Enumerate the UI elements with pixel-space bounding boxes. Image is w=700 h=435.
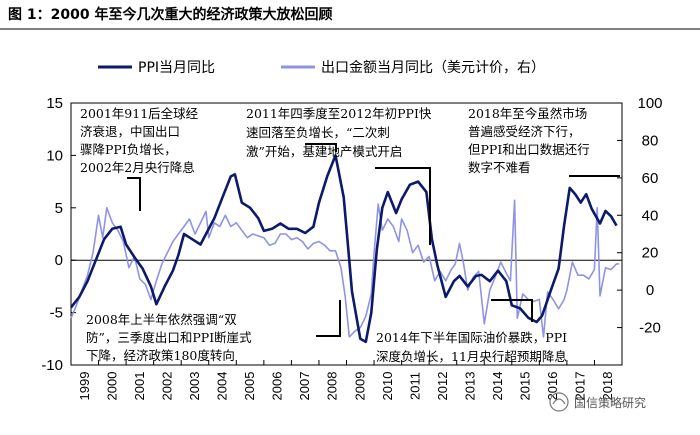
x-tick-label: 2018 [600, 372, 615, 401]
annotation-2011: 2011年四季度至2012年初PPI快 速回落至负增长，“二次刺 激”开始，基建… [246, 106, 435, 159]
annotation-2014: 2014年下半年国际油价暴跌，PPI 深度负增长，11月央行超预期降息 [376, 330, 571, 364]
annotation-2011-line-3: 激”开始，基建地产模式开启 [246, 144, 402, 159]
annotation-2001-line-4: 2002年2月央行降息 [80, 160, 195, 175]
legend-label-export: 出口金额当月同比（美元计价，右） [321, 60, 545, 76]
y-right-tick-label: 60 [642, 170, 659, 187]
x-tick-label: 2012 [435, 372, 450, 401]
y-right-tick-label: 100 [637, 95, 662, 112]
annotation-2001-line-3: 骤降PPI负增长， [80, 142, 177, 157]
annotation-2014-line-1: 2014年下半年国际油价暴跌，PPI [376, 330, 567, 345]
annotation-2008-line-3: 下降，经济政策180度转向 [86, 348, 235, 363]
series-line-ppi [69, 154, 618, 344]
x-tick-label: 2017 [573, 372, 588, 401]
pointer-2001 [127, 177, 141, 211]
annotation-2018: 2018年至今虽然市场 普遍感受经济下行， 但PPI和出口数据还行 数字不难看 [468, 106, 594, 175]
x-tick-label: 2010 [380, 372, 395, 401]
annotation-2018-line-1: 2018年至今虽然市场 [468, 106, 587, 121]
x-tick-label: 2007 [297, 372, 312, 401]
annotation-2011-line-1: 2011年四季度至2012年初PPI快 [246, 106, 432, 121]
chart-title: 图 1：2000 年至今几次重大的经济政策大放松回顾 [8, 6, 332, 23]
pointer-2011a [305, 143, 337, 152]
x-tick-label: 2008 [325, 372, 340, 401]
watermark: 国信策略研究 [549, 392, 646, 412]
annotation-2008-line-1: 2008年上半年依然强调“双 [86, 312, 237, 327]
x-tick-label: 2009 [352, 372, 367, 401]
x-tick-label: 2004 [215, 372, 230, 401]
legend: PPI当月同比 出口金额当月同比（美元计价，右） [98, 60, 545, 76]
annotation-2014-line-2: 深度负增长，11月央行超预期降息 [376, 349, 567, 364]
x-tick-label: 2000 [104, 372, 119, 401]
x-tick-label: 2014 [490, 372, 505, 401]
y-left-tick-label: 10 [46, 147, 63, 164]
x-tick-label: 2003 [187, 372, 202, 401]
y-right-tick-label: -20 [639, 320, 661, 337]
annotation-2018-line-2: 普遍感受经济下行， [468, 124, 581, 139]
watermark-logo-mark-icon [552, 398, 566, 405]
x-tick-label: 2005 [242, 372, 257, 401]
y-axis-left: -10 -5 0 5 10 15 [41, 95, 76, 374]
x-tick-label: 2002 [159, 372, 174, 401]
pointer-2008 [316, 300, 341, 337]
annotation-2008-line-2: 防”，三季度出口和PPI断崖式 [86, 330, 252, 345]
x-tick-label: 2011 [407, 372, 422, 400]
annotation-2011-line-2: 速回落至负增长，“二次刺 [246, 125, 390, 140]
annotation-2001: 2001年911后全球经 济衰退，中国出口 骤降PPI负增长， 2002年2月央… [80, 106, 202, 175]
x-tick-label: 2001 [132, 372, 147, 401]
x-tick-label: 2006 [270, 372, 285, 401]
y-left-tick-label: -10 [41, 357, 63, 374]
annotation-2008: 2008年上半年依然强调“双 防”，三季度出口和PPI断崖式 下降，经济政策18… [86, 312, 256, 363]
series-line-export [70, 199, 620, 338]
y-right-tick-label: 20 [642, 245, 659, 262]
annotation-pointers [127, 143, 620, 337]
x-axis: 1999 2000 2001 2002 2003 2004 2005 2006 2007 2008… [70, 360, 615, 401]
y-left-tick-label: -5 [50, 305, 63, 322]
y-right-tick-label: 40 [642, 207, 659, 224]
annotation-2001-line-1: 2001年911后全球经 [80, 106, 199, 121]
watermark-logo-icon [549, 392, 569, 412]
y-left-tick-label: 0 [55, 252, 63, 269]
pointer-2014 [491, 299, 533, 322]
y-axis-right: -20 0 20 40 60 80 100 [617, 95, 663, 337]
y-left-tick-label: 5 [55, 200, 63, 217]
annotation-2001-line-2: 济衰退，中国出口 [80, 124, 180, 139]
y-right-tick-label: 0 [646, 282, 654, 299]
watermark-text: 国信策略研究 [574, 395, 646, 410]
y-right-tick-label: 80 [642, 132, 659, 149]
y-left-tick-label: 15 [46, 95, 63, 112]
x-tick-label: 1999 [77, 372, 92, 401]
x-tick-label: 2013 [462, 372, 477, 401]
annotation-2018-line-4: 数字不难看 [468, 160, 531, 175]
legend-label-ppi: PPI当月同比 [138, 60, 215, 76]
pointer-2011b [375, 167, 431, 245]
annotation-2018-line-3: 但PPI和出口数据还行 [468, 142, 590, 157]
x-tick-label: 2015 [518, 372, 533, 401]
